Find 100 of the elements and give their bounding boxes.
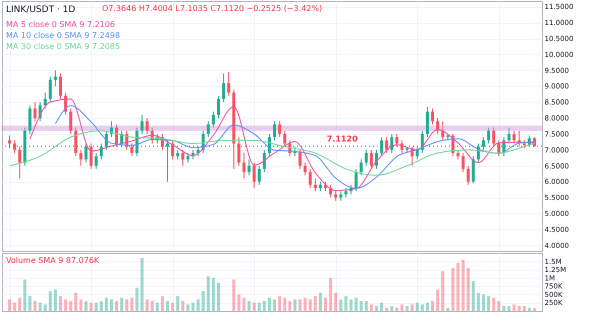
candlestick (237, 136, 240, 166)
bar (74, 292, 78, 311)
bar (146, 299, 149, 311)
candlestick (176, 149, 180, 160)
bar (390, 306, 394, 311)
bar (476, 292, 480, 311)
candlestick (395, 133, 398, 148)
bar (339, 299, 342, 311)
bar (487, 296, 490, 311)
candlestick (512, 130, 516, 144)
bar (242, 298, 246, 311)
bar (324, 298, 328, 311)
candlestick (308, 168, 312, 189)
candlestick (94, 152, 98, 170)
bar (374, 306, 378, 311)
bar (262, 301, 266, 311)
bar (344, 296, 348, 311)
candlestick (222, 73, 226, 103)
candlestick (90, 142, 93, 170)
bar (69, 301, 72, 311)
candlestick (273, 120, 276, 141)
text: MA 5 close 0 SMA 9 7.2106 (6, 20, 115, 29)
candlestick (487, 127, 490, 144)
bar (156, 302, 159, 311)
candlestick (13, 140, 16, 154)
candlestick (466, 165, 470, 186)
candlestick (385, 136, 388, 154)
bar (206, 276, 210, 311)
bar (120, 298, 124, 311)
candlestick (130, 142, 134, 157)
bar (135, 288, 138, 311)
candlestick (431, 108, 434, 125)
bar (518, 306, 521, 311)
candlestick (482, 136, 485, 150)
candlestick (380, 136, 384, 157)
bar (90, 302, 93, 311)
candlestick (360, 158, 363, 176)
bar (304, 298, 307, 311)
bar (181, 301, 184, 311)
line-series (9, 130, 535, 176)
bar (100, 301, 103, 311)
candlestick (18, 146, 22, 179)
bar (360, 301, 363, 311)
bar (150, 301, 154, 311)
candlestick (8, 135, 12, 149)
candlestick (426, 106, 429, 138)
bar (314, 296, 317, 311)
bar (334, 292, 338, 311)
bar (431, 301, 434, 311)
bar (202, 291, 205, 311)
candlestick (370, 149, 373, 170)
candlestick (44, 92, 47, 110)
candlestick (334, 190, 338, 202)
bar (406, 306, 409, 311)
candlestick (298, 149, 302, 170)
candlestick (258, 165, 261, 186)
text: MA 10 close 0 SMA 9 7.2498 (6, 31, 120, 40)
candlestick (304, 162, 307, 176)
candlestick (390, 133, 394, 154)
candlestick (186, 152, 190, 164)
candlestick (166, 140, 170, 182)
ref-line-label: 7.1120 (326, 134, 358, 144)
bar (94, 302, 98, 311)
candlestick (227, 71, 230, 96)
candlestick (69, 108, 72, 134)
candlestick (456, 149, 460, 160)
bar (441, 271, 444, 311)
bar (532, 308, 536, 311)
bar (512, 304, 516, 311)
bar (248, 301, 251, 311)
bar (48, 291, 52, 311)
chart-title: LINK/USDT · 1D (6, 5, 76, 15)
candlestick (497, 140, 500, 157)
bar (354, 298, 358, 311)
bar (54, 289, 57, 311)
bar (176, 296, 180, 311)
bar (273, 299, 276, 311)
candlestick (48, 76, 52, 103)
candlestick (115, 124, 118, 148)
bar (451, 268, 454, 311)
bar (497, 301, 500, 311)
candlestick (339, 190, 342, 202)
bar (502, 306, 506, 311)
bar (196, 299, 200, 311)
bar (130, 298, 134, 311)
bar (349, 299, 352, 311)
bar (28, 296, 32, 311)
bar (64, 299, 68, 311)
candlestick (54, 70, 57, 87)
candlestick (318, 181, 322, 192)
bar (125, 299, 128, 311)
bar (115, 301, 118, 311)
bar (370, 304, 373, 311)
bar (298, 299, 302, 311)
candlestick (507, 127, 510, 144)
candlestick (242, 152, 246, 179)
candlestick (59, 73, 62, 100)
bar (426, 302, 429, 311)
bar (278, 296, 282, 311)
bar (385, 308, 388, 311)
